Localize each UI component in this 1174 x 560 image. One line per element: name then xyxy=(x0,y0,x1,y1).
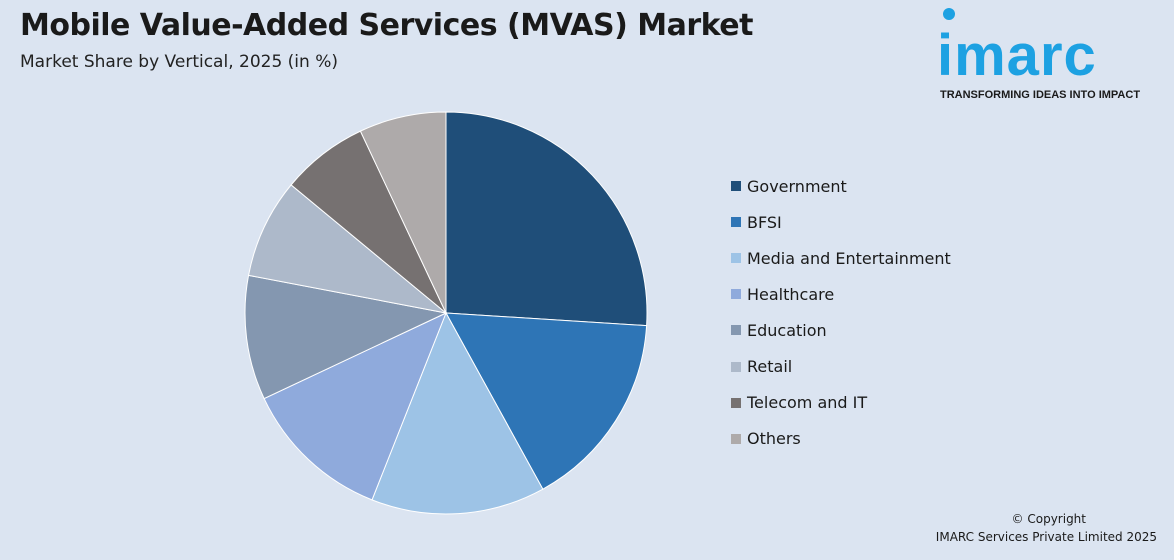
logo-word: imarc xyxy=(937,23,1097,88)
pie-slice-education xyxy=(244,274,448,400)
copyright-text: © Copyright xyxy=(1011,512,1086,526)
company-text: IMARC Services Private Limited 2025 xyxy=(935,530,1157,544)
legend-swatch xyxy=(731,217,741,228)
legend-swatch xyxy=(731,289,741,300)
legend-swatch xyxy=(731,181,741,192)
legend-label: BFSI xyxy=(747,212,782,232)
chart-subtitle: Market Share by Vertical, 2025 (in %) xyxy=(20,52,338,72)
legend-item: Retail xyxy=(731,348,951,384)
legend-item: Telecom and IT xyxy=(731,385,951,421)
legend-label: Media and Entertainment xyxy=(747,248,951,268)
legend-label: Telecom and IT xyxy=(747,393,868,413)
legend-swatch xyxy=(731,325,741,336)
logo-dot xyxy=(943,8,955,20)
legend-item: Others xyxy=(731,421,951,457)
legend-label: Retail xyxy=(747,357,793,377)
pie-slice-healthcare xyxy=(263,312,447,501)
pie-slice-bfsi xyxy=(445,312,648,490)
pie-slice-others xyxy=(359,111,447,314)
legend-item: Healthcare xyxy=(731,276,951,312)
legend-label: Government xyxy=(747,176,847,196)
pie-slice-government xyxy=(445,111,648,327)
legend-swatch xyxy=(731,253,741,264)
legend-item: BFSI xyxy=(731,204,951,240)
legend-item: Education xyxy=(731,312,951,348)
pie-slice-retail xyxy=(247,184,447,314)
chart-title: Mobile Value-Added Services (MVAS) Marke… xyxy=(20,8,753,43)
legend-label: Healthcare xyxy=(747,284,835,304)
legend-swatch xyxy=(731,433,741,444)
legend-label: Education xyxy=(747,320,827,340)
legend-item: Media and Entertainment xyxy=(731,240,951,276)
pie-slice-media-and-entertainment xyxy=(371,311,544,515)
legend: Government BFSI Media and Entertainment Hea… xyxy=(731,168,951,457)
imarc-logo: imarc TRANSFORMING IDEAS INTO IMPACT xyxy=(935,8,1165,108)
logo-tagline: TRANSFORMING IDEAS INTO IMPACT xyxy=(940,89,1141,101)
legend-item: Government xyxy=(731,168,951,204)
legend-swatch xyxy=(731,397,741,408)
legend-label: Others xyxy=(747,429,801,449)
legend-swatch xyxy=(731,361,741,372)
